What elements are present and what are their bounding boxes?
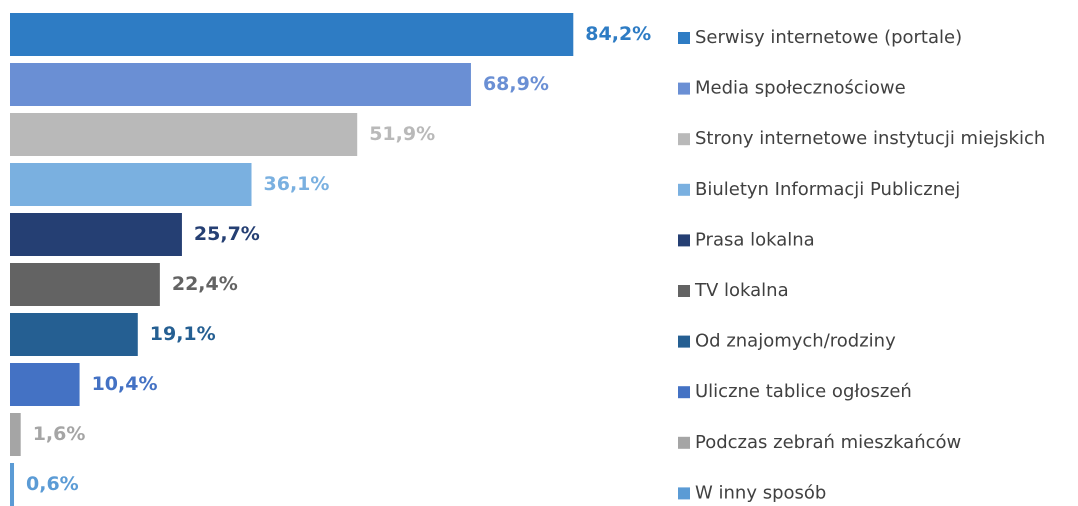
legend-label: Prasa lokalna	[695, 229, 815, 250]
legend-label: Biuletyn Informacji Publicznej	[695, 179, 960, 200]
bar	[10, 213, 182, 256]
bar	[10, 113, 358, 156]
value-label: 25,7%	[194, 223, 260, 245]
value-label: 0,6%	[26, 473, 79, 495]
legend-label: W inny sposób	[695, 482, 826, 503]
value-label: 84,2%	[585, 23, 651, 45]
value-label: 22,4%	[172, 273, 238, 295]
legend-label: Podczas zebrań mieszkańców	[695, 432, 961, 453]
legend-label: Strony internetowe instytucji miejskich	[695, 128, 1045, 149]
legend-swatch	[678, 183, 690, 196]
legend-swatch	[678, 234, 690, 247]
value-label: 36,1%	[264, 173, 330, 195]
legend-swatch	[678, 335, 690, 348]
value-label: 51,9%	[369, 123, 435, 145]
legend-label: Uliczne tablice ogłoszeń	[695, 381, 912, 402]
bar	[10, 413, 21, 456]
legend-swatch	[678, 386, 690, 399]
value-label: 10,4%	[92, 373, 158, 395]
legend-swatch	[678, 82, 690, 95]
bar	[10, 363, 80, 406]
legend-swatch	[678, 436, 690, 449]
legend-label: Media społecznościowe	[695, 78, 906, 99]
legend-label: Serwisy internetowe (portale)	[695, 27, 962, 48]
bar	[10, 163, 252, 206]
legend-swatch	[678, 133, 690, 146]
value-label: 1,6%	[33, 423, 86, 445]
bar	[10, 313, 138, 356]
bar	[10, 263, 160, 306]
legend-swatch	[678, 32, 690, 44]
value-label: 19,1%	[150, 323, 216, 345]
legend-swatch	[678, 487, 690, 500]
value-label: 68,9%	[483, 73, 549, 95]
bar	[10, 463, 15, 506]
legend-label: TV lokalna	[694, 280, 789, 301]
bar	[10, 63, 471, 106]
legend-label: Od znajomych/rodziny	[695, 331, 896, 352]
bar	[10, 13, 574, 56]
legend-swatch	[678, 285, 690, 297]
